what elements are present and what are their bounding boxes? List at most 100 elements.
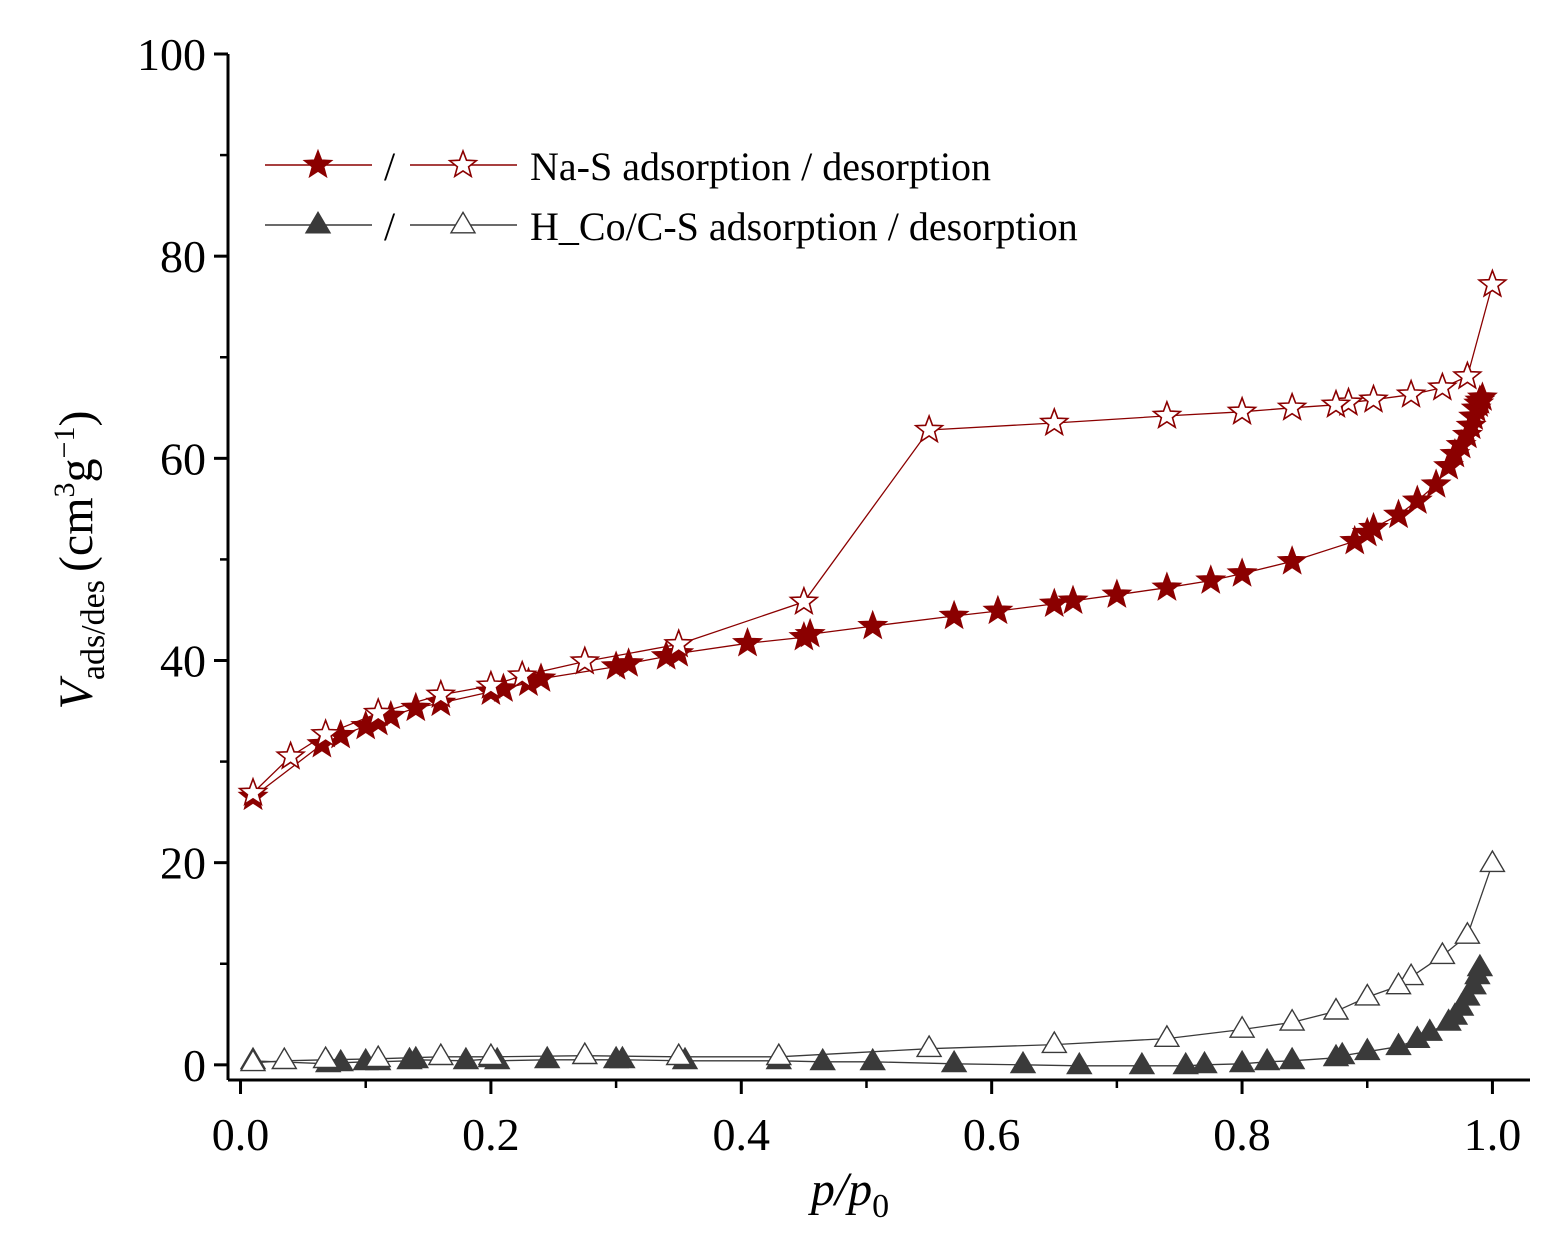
data-point (1151, 571, 1183, 601)
data-point (1395, 378, 1427, 408)
data-point (665, 1042, 692, 1066)
data-point (1128, 1051, 1156, 1075)
y-axis-title-unit-sup2: −1 (48, 427, 81, 459)
data-point (1466, 953, 1494, 977)
data-point (1057, 584, 1089, 615)
x-axis-title-main: p/p (808, 1163, 872, 1216)
data-point (1195, 564, 1227, 594)
legend-entry-na: / Na-S adsorption / desorption (265, 144, 991, 189)
data-point (809, 1047, 836, 1071)
data-point (1358, 383, 1389, 413)
y-tick-label: 100 (137, 29, 206, 80)
legend-marker-star-open (447, 148, 479, 179)
x-tick-label: 1.0 (1464, 1109, 1522, 1160)
y-axis-title-sub: ads/des (75, 580, 112, 680)
data-point (859, 1047, 886, 1071)
data-point (1276, 391, 1308, 421)
data-point (1041, 1030, 1068, 1054)
series-line-0 (252, 397, 1483, 798)
data-point (915, 1034, 943, 1058)
y-axis-title-unit-sup1: 3 (48, 482, 81, 497)
data-point (569, 645, 601, 675)
data-point (402, 1045, 430, 1069)
y-tick-label: 20 (160, 838, 206, 889)
data-point (1191, 1050, 1218, 1074)
legend-marker-triangle-open (449, 211, 477, 234)
data-point (1354, 983, 1381, 1006)
data-point (425, 678, 457, 709)
data-point (938, 599, 970, 630)
data-point (271, 1046, 298, 1070)
data-point (275, 740, 307, 770)
data-point (1320, 388, 1352, 418)
data-point (1226, 557, 1258, 587)
legend-na-separator: / (384, 144, 396, 189)
data-point (475, 669, 507, 699)
data-point (239, 1048, 267, 1072)
data-point (1278, 1046, 1306, 1070)
data-point (1476, 268, 1508, 298)
legend-marker-triangle-filled (304, 211, 332, 234)
data-point (571, 1041, 599, 1065)
data-point (1101, 578, 1133, 608)
data-point (1354, 1037, 1381, 1061)
data-point (1385, 1032, 1412, 1056)
data-point (1153, 1024, 1181, 1048)
data-point (982, 594, 1014, 625)
data-point (1358, 511, 1389, 542)
legend-entry-hco: / H_Co/C-S adsorption / desorption (265, 204, 1078, 249)
data-point (765, 1042, 793, 1066)
y-tick-label: 80 (160, 231, 206, 282)
y-axis-title-unit-mid: g (50, 458, 103, 482)
legend-na-ads-marker (302, 148, 334, 179)
x-tick-label: 0.4 (713, 1109, 771, 1160)
data-point (1429, 941, 1456, 965)
data-point (609, 1045, 636, 1069)
data-point (1038, 587, 1070, 618)
data-point (1328, 1041, 1356, 1065)
x-axis-title-sub: 0 (872, 1188, 889, 1225)
data-point (663, 627, 695, 658)
data-point (1228, 1049, 1256, 1073)
data-point (1066, 1051, 1093, 1075)
data-point (1151, 399, 1183, 430)
data-point (1454, 921, 1481, 944)
y-axis-title: Vads/des (cm3g−1) (48, 411, 112, 710)
y-axis-title-unit-close: ) (50, 411, 103, 427)
data-point (1226, 395, 1258, 426)
data-point (1416, 1018, 1444, 1041)
legend-hco-ads-marker (304, 211, 332, 234)
legend-hco-separator: / (384, 204, 396, 249)
data-point (364, 1044, 392, 1068)
y-tick-label: 60 (160, 433, 206, 484)
data-point (1278, 1008, 1306, 1031)
data-point (940, 1049, 968, 1073)
data-point (613, 647, 645, 677)
data-point (237, 776, 269, 807)
series-line-3 (252, 863, 1494, 1064)
y-tick-label: 40 (160, 636, 206, 687)
y-axis-title-unit-open: (cm (50, 497, 103, 572)
data-point (310, 718, 342, 748)
data-point (794, 617, 826, 648)
data-point (1426, 371, 1458, 401)
data-point (1466, 381, 1498, 411)
x-tick-label: 0.8 (1213, 1109, 1271, 1160)
legend: / Na-S adsorption / desorption / H_Co/C-… (265, 144, 1078, 249)
data-point (1385, 971, 1412, 995)
data-point (1009, 1050, 1037, 1074)
legend-hco-label: H_Co/C-S adsorption / desorption (530, 204, 1078, 249)
x-tick-label: 0.2 (462, 1109, 520, 1160)
y-axis-title-main: V (50, 675, 103, 709)
data-point (663, 637, 695, 667)
data-point (1451, 360, 1483, 390)
data-point (506, 659, 538, 689)
x-axis-title: p/p0 (808, 1163, 889, 1225)
legend-marker-star-filled (302, 148, 334, 179)
x-tick-label: 0.0 (212, 1109, 270, 1160)
data-point (477, 1042, 505, 1066)
data-point (312, 1045, 339, 1069)
data-point (857, 609, 889, 640)
data-point (1383, 498, 1415, 529)
